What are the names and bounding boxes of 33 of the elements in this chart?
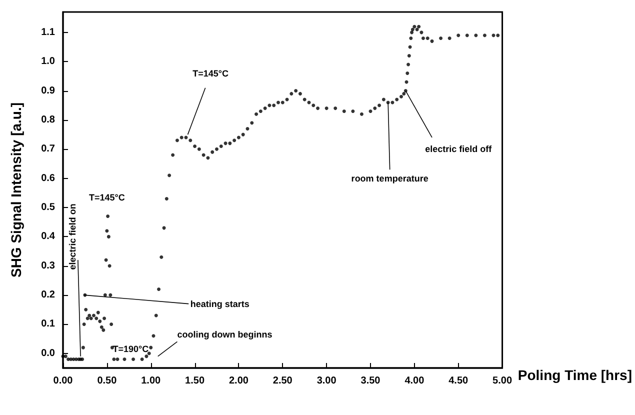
annotation: room temperature bbox=[351, 173, 428, 184]
y-tick-label: 1.1 bbox=[41, 26, 56, 38]
y-tick-label: 0.4 bbox=[41, 231, 56, 242]
annotation: electric field off bbox=[425, 144, 493, 154]
x-tick-label: 4.50 bbox=[448, 376, 469, 386]
annotation: cooling down beginns bbox=[177, 329, 272, 340]
y-tick-label: 0.9 bbox=[41, 85, 56, 96]
annotation: electric field on bbox=[68, 204, 78, 270]
x-tick-label: 2.00 bbox=[228, 376, 249, 386]
y-tick-label: 0.2 bbox=[41, 290, 56, 301]
y-tick-label: 0.0 bbox=[41, 348, 56, 359]
y-tick-label: 0.1 bbox=[41, 318, 56, 330]
x-axis-title: Poling Time [hrs] bbox=[518, 367, 632, 383]
x-tick-label: 0.50 bbox=[97, 376, 118, 386]
x-tick-label: 1.00 bbox=[141, 376, 162, 386]
y-axis-title: SHG Signal Intensity [a.u.] bbox=[8, 102, 24, 278]
y-tick-label: 0.3 bbox=[41, 260, 56, 272]
x-tick-label: 4.00 bbox=[404, 376, 425, 386]
y-tick-label: 0.8 bbox=[41, 114, 56, 126]
x-tick-label: 3.50 bbox=[360, 376, 381, 386]
annotation: heating starts bbox=[190, 298, 250, 309]
x-tick-label: 3.00 bbox=[316, 376, 337, 386]
y-tick-label: 1.0 bbox=[41, 56, 56, 68]
x-tick-label: 1.50 bbox=[185, 376, 205, 386]
annotation: T=145°C bbox=[88, 192, 126, 202]
x-tick-label: 0.00 bbox=[53, 376, 74, 386]
annotation: T=190°C bbox=[112, 344, 150, 354]
x-tick-label: 5.00 bbox=[492, 376, 512, 386]
y-tick-label: 0.7 bbox=[41, 144, 56, 155]
y-tick-label: 0.5 bbox=[41, 202, 56, 214]
x-tick-label: 2.50 bbox=[272, 376, 293, 386]
y-tick-label: 0.6 bbox=[41, 172, 56, 184]
annotation: T=145°C bbox=[192, 68, 230, 78]
